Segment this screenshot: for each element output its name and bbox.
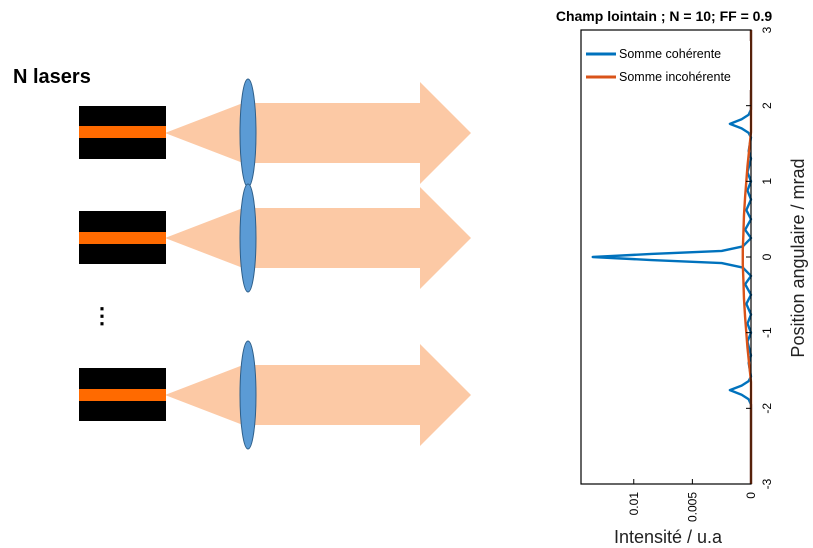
lens — [239, 78, 257, 188]
far-field-chart: Champ lointain ; N = 10; FF = 0.9 0.01 0.… — [556, 8, 808, 547]
y-tick-label: -2 — [760, 403, 774, 414]
x-axis-ticks: 0.01 0.005 0 — [627, 479, 758, 522]
y-tick-label: 2 — [760, 102, 774, 109]
diagram-heading: N lasers — [13, 66, 91, 88]
series-line-coherent — [591, 30, 753, 484]
beam-cone — [165, 365, 243, 425]
lens — [239, 183, 257, 293]
y-tick-label: 0 — [760, 253, 774, 260]
y-tick-label: -1 — [760, 327, 774, 338]
laser-emitter — [79, 232, 166, 244]
laser-emitter — [79, 126, 166, 138]
lens — [239, 340, 257, 450]
x-tick-label: 0 — [744, 492, 758, 499]
laser-diagram: N lasers ⋮ — [13, 66, 471, 450]
ellipsis: ⋮ — [91, 303, 113, 328]
y-tick-label: -3 — [760, 478, 774, 489]
plot-series — [591, 30, 753, 484]
laser-emitter — [79, 389, 166, 401]
y-tick-label: 1 — [760, 178, 774, 185]
laser-row-2 — [79, 183, 471, 293]
legend-label-coherent: Somme cohérente — [619, 47, 721, 61]
laser-row-n — [79, 340, 471, 450]
beam-arrow — [255, 344, 471, 446]
y-axis-ticks: 3 2 1 0 -1 -2 -3 — [746, 26, 774, 489]
x-axis-label: Intensité / u.a — [614, 527, 723, 547]
legend: Somme cohérente Somme incohérente — [582, 41, 750, 90]
laser-row-1 — [79, 78, 471, 188]
y-tick-label: 3 — [760, 26, 774, 33]
y-axis-label: Position angulaire / mrad — [788, 158, 808, 357]
beam-cone — [165, 103, 243, 163]
beam-cone — [165, 208, 243, 268]
beam-arrow — [255, 187, 471, 289]
legend-label-incoherent: Somme incohérente — [619, 70, 731, 84]
x-tick-label: 0.01 — [627, 492, 641, 516]
series-line-incoherent — [741, 30, 753, 484]
beam-arrow — [255, 82, 471, 184]
legend-box — [582, 41, 750, 90]
x-tick-label: 0.005 — [685, 492, 699, 522]
chart-title: Champ lointain ; N = 10; FF = 0.9 — [556, 8, 772, 24]
